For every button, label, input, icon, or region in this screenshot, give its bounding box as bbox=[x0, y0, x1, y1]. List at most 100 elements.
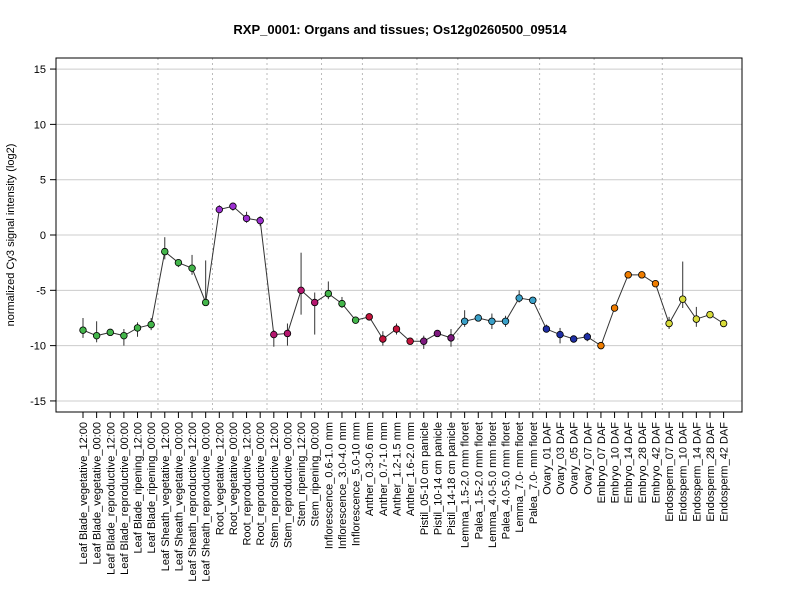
x-tick-label: Ovary_01 DAF bbox=[541, 422, 553, 495]
data-point bbox=[324, 289, 333, 298]
x-tick-label: Stem_ripening_00:00 bbox=[310, 422, 322, 527]
data-point bbox=[174, 258, 183, 267]
data-point bbox=[706, 310, 714, 319]
data-point bbox=[270, 330, 278, 339]
data-point bbox=[297, 286, 305, 295]
data-point bbox=[529, 296, 537, 304]
y-tick-label: 10 bbox=[34, 119, 46, 131]
x-tick-label: Leaf Blade_ripening_12:00 bbox=[133, 422, 145, 554]
x-axis: Leaf Blade_vegetative_12:00 Leaf Blade_ve… bbox=[78, 412, 731, 582]
x-tick-label: Endosperm_42 DAF bbox=[719, 422, 731, 522]
x-tick-label: Leaf Blade_reproductive_12:00 bbox=[105, 422, 117, 575]
x-tick-label: Palea_1.5-2.0 mm floret bbox=[473, 422, 485, 539]
y-tick-label: -5 bbox=[36, 285, 46, 297]
data-point bbox=[351, 316, 360, 324]
chart-title: RXP_0001: Organs and tissues; Os12g02605… bbox=[233, 22, 567, 37]
x-tick-label: Root_vegetative_12:00 bbox=[214, 422, 226, 535]
y-tick-label: -15 bbox=[30, 396, 46, 408]
x-tick-label: Leaf Sheath_vegetative_00:00 bbox=[173, 422, 185, 571]
y-tick-label: 5 bbox=[40, 175, 46, 187]
x-tick-label: Anther_0.7-1.0 mm bbox=[378, 422, 390, 516]
data-point bbox=[610, 304, 619, 312]
x-tick-label: Endosperm_07 DAF bbox=[664, 422, 676, 522]
data-point bbox=[474, 314, 482, 322]
data-point bbox=[120, 331, 128, 340]
y-axis: -15 -10 -5 0 5 10 15 bbox=[30, 64, 56, 408]
data-point bbox=[106, 328, 114, 337]
x-tick-label: Leaf Blade_ripening_00:00 bbox=[146, 422, 158, 554]
x-tick-label: Leaf Blade_vegetative_12:00 bbox=[78, 422, 90, 565]
x-tick-label: Ovary_05 DAF bbox=[569, 422, 581, 495]
data-point bbox=[92, 331, 101, 340]
data-point bbox=[719, 319, 728, 328]
data-point bbox=[379, 335, 387, 343]
y-tick-label: 0 bbox=[40, 230, 46, 242]
data-point bbox=[460, 317, 469, 325]
data-point bbox=[447, 334, 455, 342]
data-point bbox=[79, 326, 87, 334]
data-point bbox=[665, 319, 673, 328]
x-tick-label: Leaf Sheath_reproductive_12:00 bbox=[187, 422, 199, 582]
data-point bbox=[256, 216, 264, 225]
data-point bbox=[283, 329, 292, 338]
x-tick-label: Pistil_14-18 cm panicle bbox=[446, 422, 458, 535]
x-tick-label: Palea_4.0-5.0 mm floret bbox=[501, 422, 513, 539]
data-point bbox=[651, 279, 660, 288]
x-tick-label: Lemma_4.0-5.0 mm floret bbox=[487, 422, 499, 548]
x-tick-label: Pistil_05-10 cm panicle bbox=[419, 422, 431, 535]
x-tick-label: Leaf Blade_reproductive_00:00 bbox=[119, 422, 131, 575]
x-tick-label: Root_vegetative_00:00 bbox=[228, 422, 240, 535]
data-point bbox=[569, 335, 578, 343]
x-tick-label: Inflorescence_0.6-1.0 mm bbox=[323, 422, 335, 549]
data-point bbox=[501, 317, 510, 325]
data-point bbox=[597, 341, 605, 350]
y-tick-label: -10 bbox=[30, 341, 46, 353]
group-separators bbox=[157, 58, 663, 412]
data-point bbox=[133, 324, 142, 332]
data-point bbox=[201, 298, 210, 307]
x-tick-label: Embryo_14 DAF bbox=[623, 422, 635, 504]
data-point bbox=[583, 333, 592, 341]
data-point bbox=[488, 317, 496, 325]
x-tick-label: Inflorescence_5.0-10 mm bbox=[351, 422, 363, 546]
data-point bbox=[311, 298, 319, 307]
x-tick-label: Embryo_42 DAF bbox=[650, 422, 662, 504]
x-tick-label: Root_reproductive_12:00 bbox=[242, 422, 254, 546]
data-point bbox=[392, 325, 401, 333]
x-tick-label: Embryo_10 DAF bbox=[610, 422, 622, 504]
x-tick-label: Leaf Sheath_reproductive_00:00 bbox=[201, 422, 213, 582]
x-tick-label: Endosperm_14 DAF bbox=[691, 422, 703, 522]
x-tick-label: Root_reproductive_00:00 bbox=[255, 422, 267, 546]
data-point bbox=[515, 294, 523, 302]
x-tick-label: Embryo_07 DAF bbox=[596, 422, 608, 504]
x-tick-label: Pistil_10-14 cm panicle bbox=[432, 422, 444, 535]
data-point bbox=[147, 320, 155, 329]
x-tick-label: Anther_1.6-2.0 mm bbox=[405, 422, 417, 516]
y-tick-label: 15 bbox=[34, 64, 46, 76]
x-tick-label: Lemma_7.0- mm floret bbox=[514, 422, 526, 533]
gridlines bbox=[56, 68, 742, 402]
data-point bbox=[161, 247, 169, 256]
data-point bbox=[433, 329, 442, 338]
data-point bbox=[679, 295, 687, 303]
x-tick-label: Anther_0.3-0.6 mm bbox=[364, 422, 376, 516]
data-point bbox=[215, 205, 223, 214]
x-tick-label: Endosperm_10 DAF bbox=[678, 422, 690, 522]
data-point bbox=[338, 299, 346, 308]
data-point bbox=[624, 271, 632, 279]
x-tick-label: Leaf Sheath_vegetative_12:00 bbox=[160, 422, 172, 571]
x-tick-label: Anther_1.2-1.5 mm bbox=[391, 422, 403, 516]
data-point bbox=[420, 337, 428, 345]
data-points bbox=[79, 202, 728, 350]
x-tick-label: Leaf Blade_vegetative_00:00 bbox=[92, 422, 104, 565]
x-tick-label: Inflorescence_3.0-4.0 mm bbox=[337, 422, 349, 549]
data-point bbox=[229, 202, 237, 210]
data-point bbox=[556, 330, 564, 339]
data-point bbox=[692, 315, 701, 323]
x-tick-label: Stem_reproductive_12:00 bbox=[269, 422, 281, 548]
y-axis-title: normalized Cy3 signal intensity (log2) bbox=[5, 144, 17, 327]
x-tick-label: Embryo_28 DAF bbox=[637, 422, 649, 504]
x-tick-label: Stem_ripening_12:00 bbox=[296, 422, 308, 527]
data-point bbox=[638, 271, 646, 279]
